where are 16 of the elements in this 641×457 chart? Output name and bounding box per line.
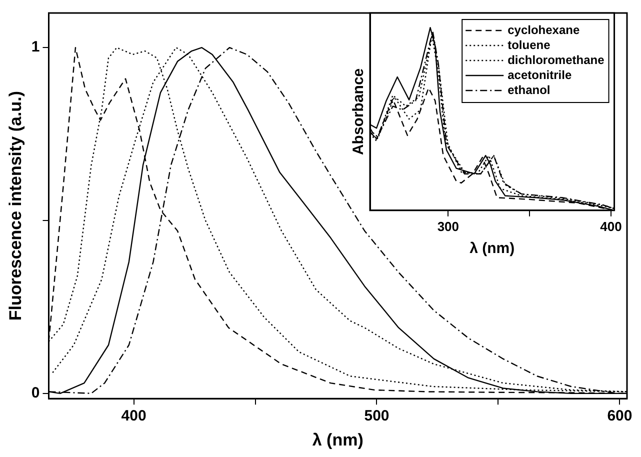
x-tick-label: 600 bbox=[607, 408, 632, 425]
legend-label: cyclohexane bbox=[508, 22, 580, 37]
x-tick-label: 400 bbox=[121, 408, 146, 425]
y-axis-title: Absorbance bbox=[350, 68, 368, 156]
x-axis-title: λ (nm) bbox=[470, 240, 515, 258]
y-tick-label: 1 bbox=[31, 38, 40, 56]
x-tick-label: 300 bbox=[437, 218, 460, 234]
y-tick-label: 0 bbox=[31, 384, 40, 402]
x-tick-label: 400 bbox=[600, 218, 622, 234]
legend-label: toluene bbox=[508, 38, 551, 52]
legend-label: ethanol bbox=[508, 82, 550, 97]
legend-label: acetonitrile bbox=[508, 68, 572, 82]
legend-label: dichloromethane bbox=[508, 52, 605, 67]
x-tick-label: 500 bbox=[364, 408, 390, 425]
x-axis-title: λ (nm) bbox=[312, 430, 364, 450]
y-axis-title: Fluorescence intensity (a.u.) bbox=[6, 91, 25, 321]
